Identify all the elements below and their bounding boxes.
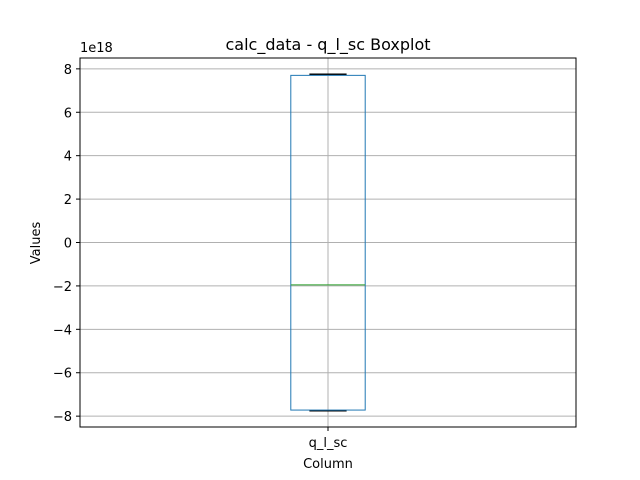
y-axis-label: Values (29, 222, 44, 265)
y-axis-offset-label: 1e18 (80, 41, 113, 56)
y-tick-label: 8 (64, 63, 72, 78)
x-axis-label: Column (303, 457, 353, 472)
y-tick-label: 4 (64, 150, 72, 165)
y-tick-label: 6 (64, 106, 72, 121)
y-tick-label: 2 (64, 193, 72, 208)
y-axis: −8 −6 −4 −2 0 2 4 6 8 (53, 63, 80, 425)
y-tick-label: −4 (53, 323, 72, 338)
x-tick-label: q_l_sc (309, 436, 348, 451)
box-iqr (290, 74, 366, 411)
box-series (290, 73, 366, 412)
y-tick-label: 0 (64, 237, 72, 252)
y-tick-label: −2 (53, 280, 72, 295)
x-axis: q_l_sc (309, 427, 348, 451)
y-tick-label: −8 (53, 410, 72, 425)
grid (80, 58, 576, 427)
chart-title: calc_data - q_l_sc Boxplot (225, 35, 430, 55)
y-tick-label: −6 (53, 367, 72, 382)
